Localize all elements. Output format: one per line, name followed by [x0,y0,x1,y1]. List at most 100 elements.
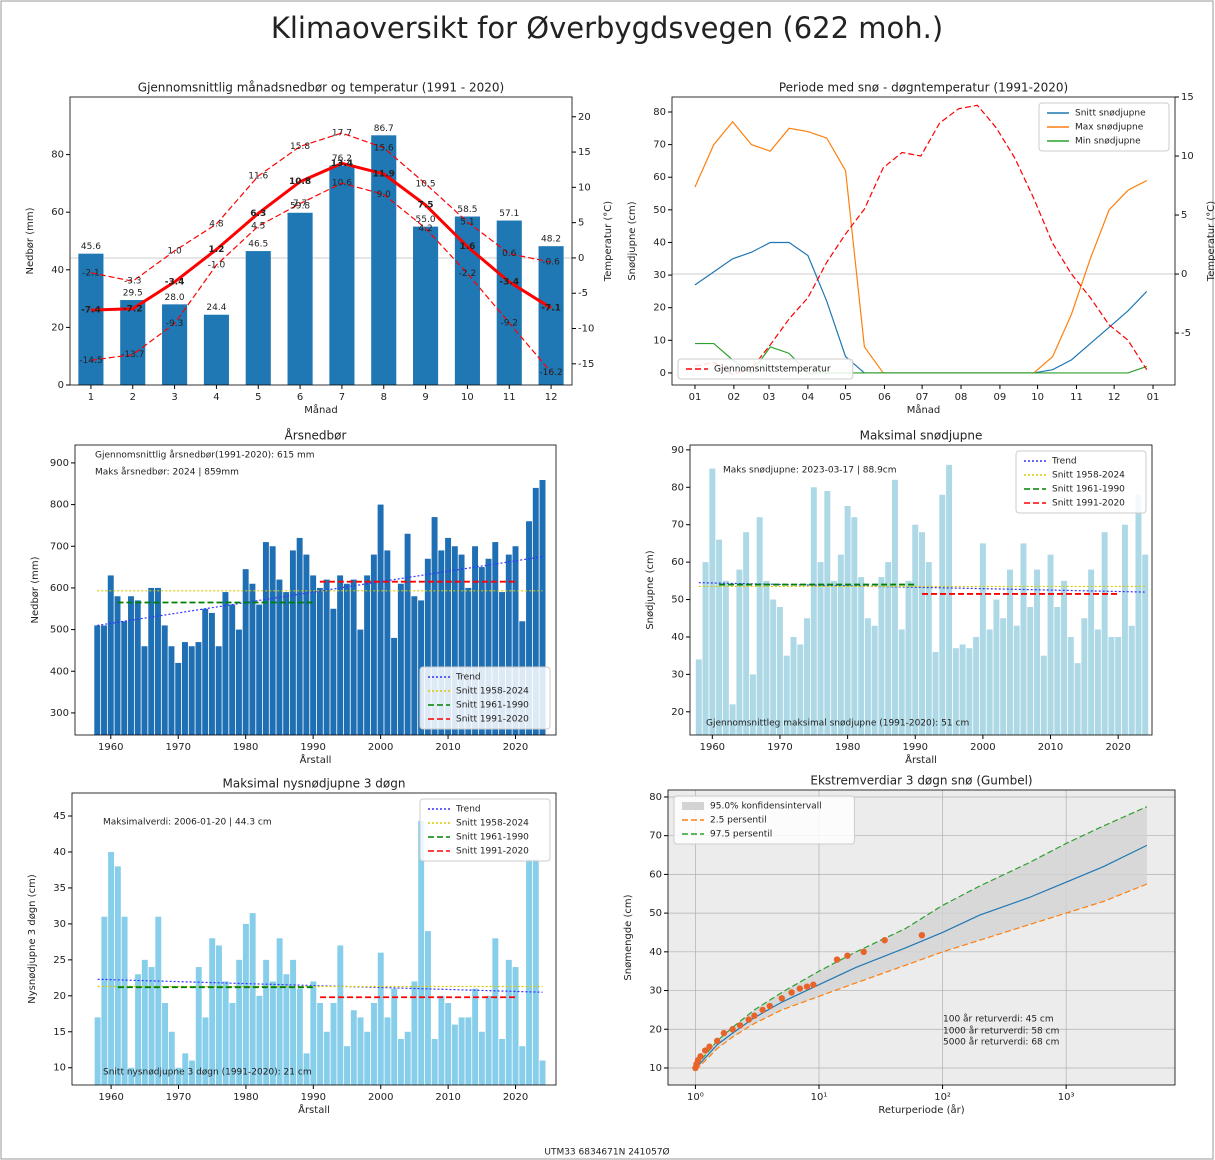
bar [797,644,804,735]
bar [1128,625,1135,735]
point [810,981,817,988]
x-tick-label: 1 [88,392,94,403]
bar [330,1003,337,1085]
value-label: 57.1 [499,209,519,219]
x-tick-label: 10 [461,392,474,403]
annotation: 5000 år returverdi: 68 cm [943,1037,1059,1048]
y2-tick-label: 15 [1181,92,1194,103]
bar [993,599,1000,735]
y-tick-label: 50 [671,595,684,606]
bar [134,600,141,735]
y2-tick-label: -10 [578,324,594,335]
legend-box [1038,102,1170,152]
bar [404,533,411,735]
bar [946,464,953,735]
bar [101,916,108,1085]
bar [1121,524,1128,735]
annotation: Maksimalverdi: 2006-01-20 | 44.3 cm [103,818,272,828]
x-tick-label: 1960 [98,742,123,753]
y-tick-label: 80 [649,792,662,803]
point [720,1029,728,1037]
bar [837,554,844,735]
value-label: 46.5 [248,240,268,250]
x-tick-label: 2000 [368,1092,393,1103]
point [918,931,926,939]
annotation: Maks årsnedbør: 2024 | 859mm [95,467,239,478]
value-label: 10.5 [416,179,436,189]
bar [709,468,716,735]
x-tick-label: 01 [689,392,702,403]
bar [384,1017,391,1085]
x-tick-label: 1960 [700,742,725,753]
bar [120,300,146,385]
value-label: -2.2 [459,269,477,279]
bar [1142,554,1149,735]
value-label: 15.8 [290,142,310,152]
value-label: -14.5 [79,356,102,366]
chart: Maksimal nysnødjupne 3 døgn Årstall Nysnød… [27,777,557,1116]
bar [451,546,458,735]
bar [203,314,229,385]
bar [337,575,344,735]
point [706,1043,713,1050]
bar [959,644,966,735]
legend-label: 97.5 persentil [710,830,772,840]
bar [377,504,384,735]
point [844,952,851,959]
bar [310,575,317,735]
bar [155,916,162,1085]
x-tick-label: 1980 [835,742,860,753]
y-tick-label: 25 [53,955,66,966]
bar [776,607,783,735]
bar [864,618,871,735]
bar [1047,554,1054,735]
y-tick-label: 500 [50,625,69,636]
x-tick-label: 6 [297,392,303,403]
bar [973,636,980,735]
bar [262,542,269,735]
bar [289,550,296,735]
bar [496,220,522,385]
y-tick-label: 700 [50,541,69,552]
bar [891,479,898,735]
line [695,883,1148,1071]
legend-label: 2.5 persentil [710,816,767,826]
bar [539,1060,546,1085]
bar [695,659,702,735]
annotation: Snitt nysnødjupne 3 døgn (1991-2020): 21… [103,1068,312,1078]
bar [175,662,182,735]
y-tick-label: 40 [671,632,684,643]
bar [756,517,763,735]
bar [413,226,439,385]
bar [202,608,209,735]
x-tick-label: 11 [1070,392,1083,403]
bar [128,596,134,735]
bar [296,537,303,735]
bar [1013,625,1020,735]
point [766,1002,774,1010]
point [713,1037,721,1045]
y-tick-label: 20 [53,991,66,1002]
bar [1034,569,1040,735]
chart-title: Maksimal snødjupne [860,429,983,443]
legend-label: 95.0% konfidensintervall [710,802,822,812]
legend-label: Snitt 1991-2020 [456,847,529,857]
bar [512,546,519,735]
bar [538,246,564,385]
line [90,161,552,312]
bar [249,583,256,735]
bar [1108,636,1115,735]
bar [148,587,155,735]
bar [249,913,256,1085]
bar [337,945,344,1085]
y2-axis-label: Temperatur (°C) [603,201,614,282]
bar [986,629,993,735]
bar [121,621,128,735]
y-tick-label: 80 [51,150,64,161]
y2-tick-label: 0 [578,253,584,264]
bar [310,981,317,1085]
x-tick-label: 2020 [503,742,528,753]
y2-tick-label: 10 [1181,151,1194,162]
bar [539,480,546,735]
x-axis-label: Returperiode (år) [878,1103,964,1116]
